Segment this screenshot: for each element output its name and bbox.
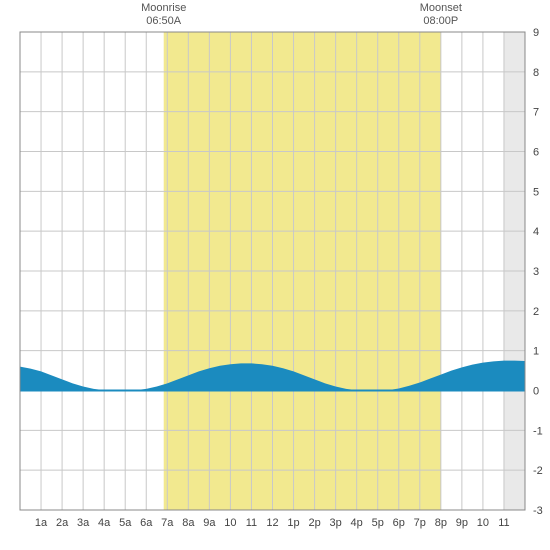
y-tick: 8	[533, 67, 539, 79]
moonrise-label: Moonrise 06:50A	[141, 2, 186, 28]
x-tick: 1a	[35, 517, 48, 529]
x-tick: 10	[224, 517, 236, 529]
x-tick: 7p	[414, 517, 426, 529]
x-tick: 3a	[77, 517, 90, 529]
x-tick: 1p	[287, 517, 299, 529]
x-tick: 4a	[98, 517, 111, 529]
x-tick: 7a	[161, 517, 174, 529]
x-tick: 5p	[372, 517, 384, 529]
tide-chart: Moonrise 06:50A Moonset 08:00P -3-2-1012…	[0, 0, 550, 550]
x-tick: 6a	[140, 517, 153, 529]
moonrise-time: 06:50A	[141, 15, 186, 28]
x-tick: 5a	[119, 517, 132, 529]
y-tick: 3	[533, 266, 539, 278]
x-tick: 2a	[56, 517, 69, 529]
x-tick: 3p	[330, 517, 342, 529]
x-tick: 2p	[308, 517, 320, 529]
y-tick: 2	[533, 306, 539, 318]
x-tick: 4p	[351, 517, 363, 529]
moon-labels: Moonrise 06:50A Moonset 08:00P	[0, 2, 550, 30]
moonrise-title: Moonrise	[141, 2, 186, 15]
moonset-label: Moonset 08:00P	[420, 2, 462, 28]
x-tick: 8p	[435, 517, 447, 529]
x-tick: 6p	[393, 517, 405, 529]
x-tick: 12	[266, 517, 278, 529]
x-tick: 11	[246, 517, 257, 529]
y-tick: -3	[533, 505, 543, 517]
x-tick: 11	[498, 517, 509, 529]
x-tick: 9p	[456, 517, 468, 529]
x-tick: 10	[477, 517, 489, 529]
x-tick: 9a	[203, 517, 216, 529]
x-tick: 8a	[182, 517, 195, 529]
y-tick: 7	[533, 107, 539, 119]
moonset-title: Moonset	[420, 2, 462, 15]
moonset-time: 08:00P	[420, 15, 462, 28]
y-tick: 5	[533, 186, 539, 198]
y-tick: 6	[533, 147, 539, 159]
y-tick: -2	[533, 465, 543, 477]
y-tick: -1	[533, 425, 543, 437]
y-tick: 4	[533, 226, 539, 238]
y-tick: 0	[533, 386, 539, 398]
y-tick: 1	[533, 346, 539, 358]
chart-svg: -3-2-101234567891a2a3a4a5a6a7a8a9a101112…	[0, 0, 550, 550]
